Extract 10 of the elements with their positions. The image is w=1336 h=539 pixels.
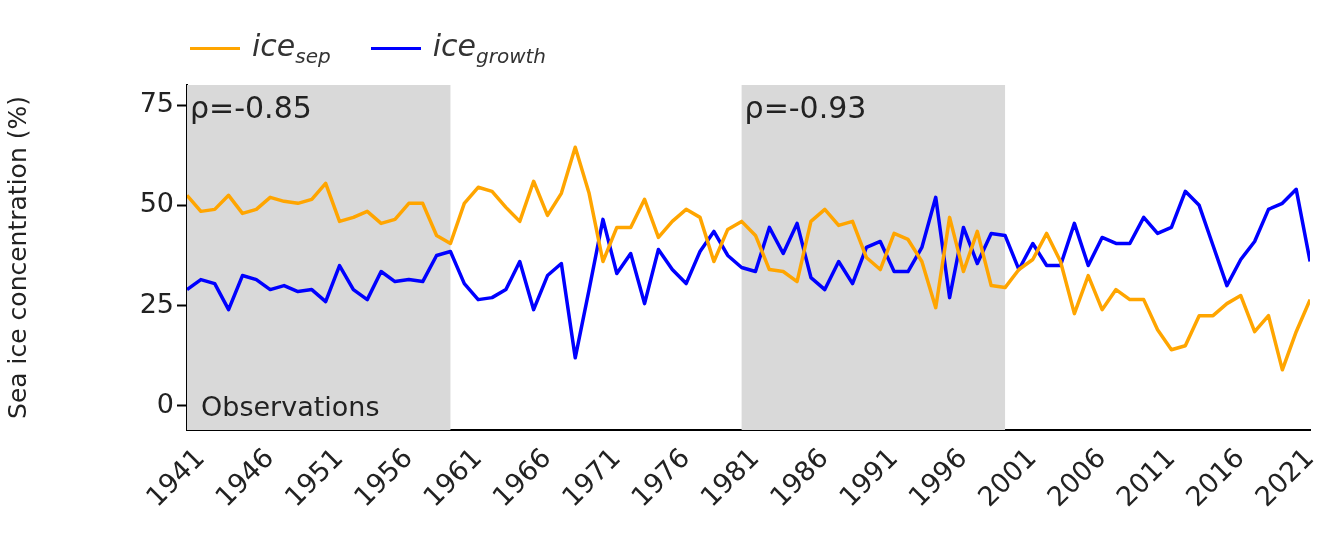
band-label: ρ=-0.85 <box>190 89 312 125</box>
legend-label: ice$_{growth}$ <box>432 28 547 68</box>
annotation: Observations <box>201 390 380 422</box>
y-axis-title: Sea ice concentration (%) <box>2 96 32 419</box>
y-tick-label: 50 <box>139 187 174 219</box>
legend-label: ice$_{sep}$ <box>252 28 331 68</box>
y-tick-label: 75 <box>139 87 174 119</box>
y-tick-label: 25 <box>139 287 174 319</box>
band-label: ρ=-0.93 <box>744 89 867 125</box>
y-tick-label: 0 <box>156 387 174 419</box>
